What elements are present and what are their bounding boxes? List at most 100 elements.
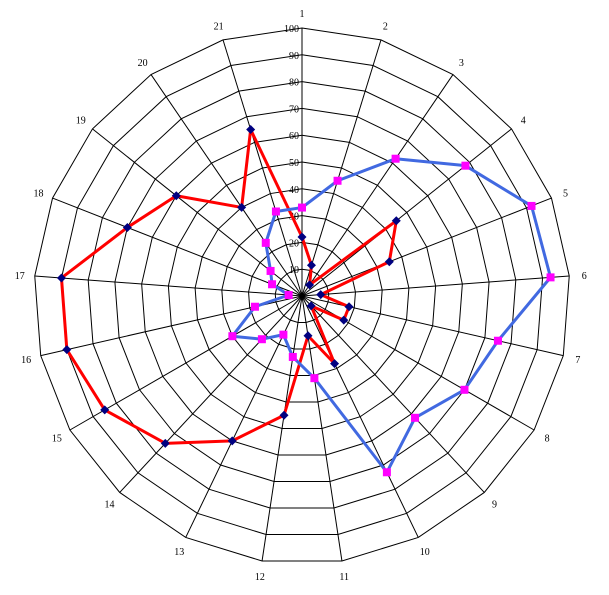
grid-spoke bbox=[301, 128, 512, 297]
radial-tick-label: 70 bbox=[289, 104, 299, 115]
grid-ring bbox=[87, 81, 517, 509]
grid-spoke bbox=[301, 295, 419, 538]
radial-tick-label: 80 bbox=[289, 78, 299, 89]
category-label: 2 bbox=[383, 22, 388, 33]
grid-spoke bbox=[261, 295, 303, 562]
data-point-square bbox=[310, 374, 319, 383]
category-label: 15 bbox=[52, 434, 62, 445]
data-point-diamond bbox=[160, 438, 170, 448]
grid-spoke bbox=[301, 39, 382, 297]
data-point-square bbox=[257, 335, 266, 344]
data-point-square bbox=[279, 330, 288, 339]
grid-spoke bbox=[301, 295, 343, 562]
data-point-diamond bbox=[279, 410, 289, 420]
data-point-diamond bbox=[330, 359, 340, 369]
grid-ring bbox=[167, 161, 437, 429]
series-line bbox=[230, 157, 553, 474]
category-label: 12 bbox=[255, 572, 265, 583]
data-point-diamond bbox=[303, 331, 313, 341]
data-point-diamond bbox=[306, 301, 316, 311]
grid-spoke bbox=[301, 74, 454, 297]
category-label: 21 bbox=[214, 22, 224, 33]
data-point-diamond bbox=[227, 436, 237, 446]
radial-tick-label: 40 bbox=[289, 185, 299, 196]
data-point-diamond bbox=[306, 260, 316, 270]
category-label: 16 bbox=[21, 355, 31, 366]
data-point-diamond bbox=[384, 257, 394, 267]
category-label: 8 bbox=[545, 434, 550, 445]
data-point-diamond bbox=[100, 405, 110, 415]
grid-ring bbox=[34, 27, 570, 562]
data-point-square bbox=[460, 385, 469, 394]
category-label: 9 bbox=[492, 499, 497, 510]
category-label: 19 bbox=[76, 116, 86, 127]
data-point-square bbox=[288, 352, 297, 361]
grid-spoke bbox=[222, 39, 303, 297]
grid-spoke bbox=[69, 295, 303, 431]
grid-spoke bbox=[119, 295, 303, 493]
data-point-square bbox=[250, 302, 259, 311]
data-point-diamond bbox=[391, 216, 401, 226]
radial-tick-label: 20 bbox=[289, 238, 299, 249]
data-point-diamond bbox=[237, 202, 247, 212]
series-markers bbox=[56, 125, 555, 477]
category-label: 3 bbox=[459, 58, 464, 69]
radial-tick-label: 60 bbox=[289, 131, 299, 142]
data-point-square bbox=[271, 207, 280, 216]
data-point-square bbox=[268, 280, 277, 289]
grid-spoke bbox=[34, 275, 303, 297]
data-point-diamond bbox=[246, 125, 256, 135]
category-label: 1 bbox=[300, 9, 305, 20]
data-point-square bbox=[382, 468, 391, 477]
category-label: 6 bbox=[582, 271, 587, 282]
data-point-diamond bbox=[297, 232, 307, 242]
data-point-square bbox=[333, 176, 342, 185]
grid-ring bbox=[114, 107, 490, 482]
grid-spoke bbox=[301, 295, 485, 493]
data-point-diamond bbox=[171, 191, 181, 201]
grid-ring bbox=[248, 241, 356, 350]
data-point-diamond bbox=[62, 345, 72, 355]
category-label: 4 bbox=[521, 116, 526, 127]
radial-tick-label: 90 bbox=[289, 51, 299, 62]
data-point-diamond bbox=[339, 315, 349, 325]
data-point-square bbox=[411, 413, 420, 422]
grid-spoke bbox=[301, 275, 570, 297]
category-label: 11 bbox=[339, 572, 349, 583]
radial-tick-label: 10 bbox=[289, 265, 299, 276]
grid-spoke bbox=[150, 74, 303, 297]
category-label: 20 bbox=[138, 58, 148, 69]
data-point-square bbox=[284, 291, 293, 299]
category-label: 5 bbox=[563, 189, 568, 200]
data-point-square bbox=[391, 154, 400, 163]
category-label: 13 bbox=[174, 547, 184, 558]
series-lines bbox=[59, 128, 553, 474]
data-point-diamond bbox=[316, 290, 326, 300]
data-point-diamond bbox=[344, 302, 354, 312]
data-point-square bbox=[228, 332, 237, 341]
data-point-square bbox=[261, 238, 270, 247]
radial-tick-label: 50 bbox=[289, 158, 299, 169]
grid-ring bbox=[274, 268, 330, 323]
category-label: 17 bbox=[15, 271, 25, 282]
category-label: 18 bbox=[34, 189, 44, 200]
data-point-square bbox=[461, 161, 470, 170]
radial-tick-label: 100 bbox=[284, 24, 299, 35]
data-point-square bbox=[298, 203, 306, 212]
data-point-square bbox=[546, 273, 555, 282]
data-point-diamond bbox=[305, 280, 315, 290]
data-point-diamond bbox=[56, 273, 66, 283]
data-point-square bbox=[527, 201, 536, 210]
category-label: 7 bbox=[575, 355, 580, 366]
series-line bbox=[59, 128, 398, 445]
grid-spoke bbox=[301, 197, 552, 297]
grid-ring bbox=[60, 54, 544, 536]
radar-grid bbox=[34, 27, 570, 562]
data-point-square bbox=[266, 266, 275, 275]
data-point-square bbox=[493, 336, 502, 345]
category-label: 14 bbox=[105, 499, 115, 510]
grid-spoke bbox=[52, 197, 303, 297]
